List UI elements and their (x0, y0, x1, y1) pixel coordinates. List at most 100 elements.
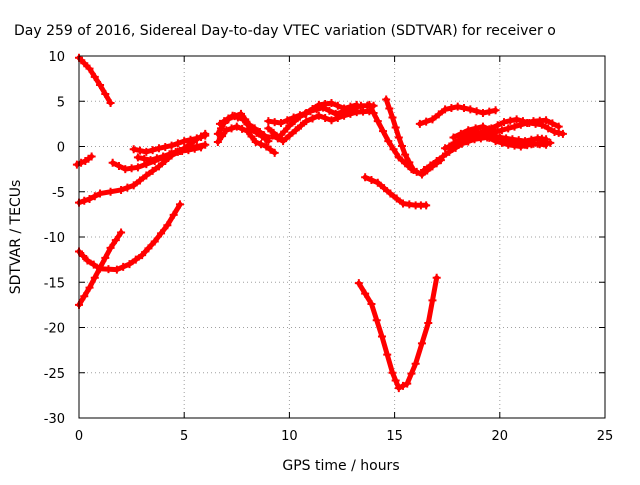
data-point-marker (89, 260, 98, 269)
data-point-marker (432, 273, 441, 282)
data-point-marker (119, 262, 128, 271)
data-point-marker (367, 299, 376, 308)
series-track-15 (382, 95, 418, 175)
data-point-marker (367, 175, 376, 184)
data-point-marker (136, 146, 145, 155)
axis-ticks (78, 55, 606, 419)
data-point-marker (108, 158, 117, 167)
data-point-marker (385, 104, 394, 113)
data-point-marker (453, 138, 462, 147)
data-point-marker (224, 114, 233, 123)
data-point-marker (230, 112, 239, 121)
series-track-9 (213, 122, 279, 157)
data-point-marker (163, 221, 172, 230)
data-point-marker (466, 134, 475, 143)
data-point-marker (131, 255, 140, 264)
data-point-marker (441, 144, 450, 153)
data-point-marker (554, 122, 563, 131)
chart-title: Day 259 of 2016, Sidereal Day-to-day VTE… (14, 23, 556, 39)
data-point-marker (161, 142, 170, 151)
data-point-marker (238, 124, 247, 133)
data-point-marker (146, 156, 155, 165)
x-tick-label: 10 (281, 429, 298, 444)
data-point-marker (165, 150, 174, 159)
data-point-marker (159, 152, 168, 161)
data-point-marker (491, 106, 500, 115)
y-tick-label: -5 (52, 186, 65, 201)
data-point-marker (79, 252, 88, 261)
data-point-marker (403, 379, 412, 388)
data-point-marker (361, 289, 370, 298)
data-point-marker (314, 111, 323, 120)
data-point-marker (72, 160, 81, 169)
x-tick-label: 20 (492, 429, 509, 444)
series-track-22 (449, 116, 563, 142)
data-point-marker (472, 132, 481, 141)
data-point-marker (280, 127, 289, 136)
data-point-marker (250, 124, 259, 133)
data-point-marker (201, 131, 210, 140)
y-tick-label: -30 (44, 412, 65, 427)
data-point-marker (516, 120, 525, 129)
data-point-marker (415, 119, 424, 128)
data-point-marker (136, 176, 145, 185)
data-point-marker (190, 144, 199, 153)
data-point-marker (510, 122, 519, 131)
data-point-marker (125, 260, 134, 269)
data-point-marker (308, 114, 317, 123)
series-track-1 (72, 152, 96, 169)
data-point-marker (80, 59, 89, 68)
data-point-marker (542, 140, 551, 149)
data-point-marker (369, 109, 378, 118)
data-point-marker (447, 141, 456, 150)
data-point-marker (453, 102, 462, 111)
data-point-marker (544, 124, 553, 133)
data-point-marker (186, 135, 195, 144)
data-point-marker (106, 243, 115, 252)
data-point-marker (295, 111, 304, 120)
data-point-marker (485, 107, 494, 116)
data-point-marker (485, 133, 494, 142)
data-point-marker (266, 145, 275, 154)
data-point-marker (83, 256, 92, 265)
data-point-marker (558, 129, 567, 138)
data-point-marker (197, 132, 206, 141)
data-point-marker (133, 163, 142, 172)
data-point-marker (386, 189, 395, 198)
data-point-marker (417, 170, 426, 179)
series-track-12 (268, 107, 374, 146)
data-point-marker (456, 129, 465, 138)
data-point-marker (255, 128, 264, 137)
y-tick-label: -25 (44, 367, 65, 382)
data-point-marker (405, 158, 414, 167)
data-point-marker (327, 99, 336, 108)
y-tick-label: -20 (44, 322, 65, 337)
data-point-marker (232, 122, 241, 131)
data-point-marker (129, 145, 138, 154)
data-point-marker (409, 166, 418, 175)
y-tick-label: 5 (57, 95, 65, 110)
data-point-marker (245, 120, 254, 129)
data-point-marker (460, 104, 469, 113)
data-point-marker (123, 183, 132, 192)
data-point-marker (340, 104, 349, 113)
data-point-marker (497, 126, 506, 135)
data-point-marker (504, 124, 513, 133)
data-point-marker (106, 187, 115, 196)
data-point-marker (80, 292, 89, 301)
data-point-marker (506, 116, 515, 125)
data-point-marker (173, 139, 182, 148)
data-point-marker (478, 130, 487, 139)
data-point-marker (96, 189, 105, 198)
data-point-marker (90, 72, 99, 81)
data-point-marker (491, 137, 500, 146)
data-point-marker (80, 196, 89, 205)
data-point-marker (101, 253, 110, 262)
data-point-marker (420, 166, 429, 175)
x-tick-label: 5 (180, 429, 188, 444)
data-point-marker (264, 124, 273, 133)
data-point-marker (321, 113, 330, 122)
data-point-marker (227, 124, 236, 133)
